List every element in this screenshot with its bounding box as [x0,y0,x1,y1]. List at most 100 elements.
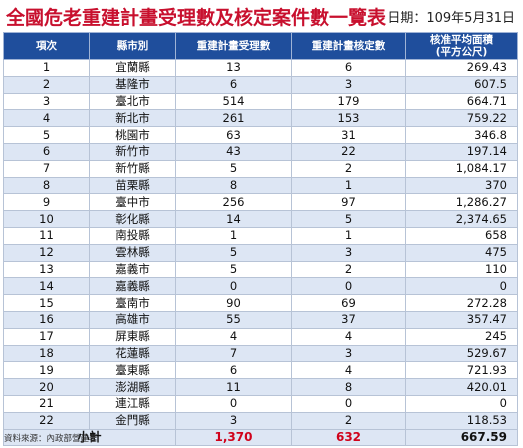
cell-approved: 2 [291,260,406,279]
cell-no: 6 [3,142,90,161]
cell-approved: 8 [291,378,406,396]
table-row: 3 臺北市 514 179 664.71 [3,92,518,111]
table-row: 16 高雄市 55 37 357.47 [3,310,518,329]
cell-approved: 0 [291,277,406,296]
cell-received: 261 [175,109,292,128]
column-header-received: 重建計畫受理數 [175,32,292,60]
column-header-no: 項次 [3,32,90,60]
cell-area: 475 [405,243,518,262]
cell-city: 臺中市 [89,193,176,212]
table-row: 18 花蓮縣 7 3 529.67 [3,344,518,363]
cell-no: 8 [3,176,90,195]
cell-city: 臺北市 [89,92,176,111]
cell-approved: 3 [291,344,406,363]
cell-area: 357.47 [405,310,518,329]
cell-received: 43 [175,142,292,161]
cell-city: 新北市 [89,109,176,128]
table-row: 8 苗栗縣 8 1 370 [3,176,518,195]
cell-received: 5 [175,243,292,262]
source-note: 資料來源：內政部營建署 [4,434,98,444]
cell-area: 0 [405,277,518,296]
cell-area: 269.43 [405,59,518,77]
cell-city: 苗栗縣 [89,176,176,195]
cell-received: 6 [175,361,292,380]
title-bar: 全國危老重建計畫受理數及核定案件數一覽表 日期：109年5月31日 [0,0,523,32]
cell-approved: 69 [291,294,406,312]
cell-area: 0 [405,394,518,413]
cell-city: 基隆市 [89,75,176,94]
cell-approved: 5 [291,210,406,228]
cell-no: 10 [3,210,90,228]
cell-approved: 3 [291,243,406,262]
cell-city: 新竹縣 [89,159,176,178]
cell-area: 759.22 [405,109,518,128]
cell-city: 桃園市 [89,126,176,144]
cell-city: 新竹市 [89,142,176,161]
total-received: 1,370 [175,428,292,446]
cell-approved: 31 [291,126,406,144]
cell-received: 5 [175,260,292,279]
table-row: 11 南投縣 1 1 658 [3,226,518,245]
cell-received: 90 [175,294,292,312]
cell-approved: 3 [291,75,406,94]
cell-area: 607.5 [405,75,518,94]
cell-city: 花蓮縣 [89,344,176,363]
table-row: 13 嘉義市 5 2 110 [3,260,518,279]
total-approved: 632 [291,428,406,446]
cell-received: 0 [175,394,292,413]
cell-no: 14 [3,277,90,296]
table-row: 21 連江縣 0 0 0 [3,394,518,413]
table-row: 2 基隆市 6 3 607.5 [3,75,518,94]
cell-area: 721.93 [405,361,518,380]
cell-no: 3 [3,92,90,111]
table-row: 17 屏東縣 4 4 245 [3,327,518,346]
cell-no: 1 [3,59,90,77]
cell-no: 2 [3,75,90,94]
cell-approved: 2 [291,159,406,178]
cell-no: 15 [3,294,90,312]
cell-received: 514 [175,92,292,111]
cell-approved: 2 [291,411,406,430]
cell-area: 1,084.17 [405,159,518,178]
table-body: 1 宜蘭縣 13 6 269.43 2 基隆市 6 3 607.5 3 臺北市 514 179 664.71… [3,59,518,446]
table-row: 6 新竹市 43 22 197.14 [3,142,518,161]
cell-city: 澎湖縣 [89,378,176,396]
cell-area: 118.53 [405,411,518,430]
cell-approved: 1 [291,176,406,195]
table-header-row: 項次 縣市別 重建計畫受理數 重建計畫核定數 核准平均面積 (平方公尺) [3,32,518,60]
cell-no: 16 [3,310,90,329]
column-header-approved: 重建計畫核定數 [291,32,406,60]
cell-city: 臺南市 [89,294,176,312]
table-row: 10 彰化縣 14 5 2,374.65 [3,210,518,228]
cell-area: 1,286.27 [405,193,518,212]
cell-area: 658 [405,226,518,245]
cell-received: 4 [175,327,292,346]
column-header-city: 縣市別 [89,32,176,60]
cell-received: 8 [175,176,292,195]
cell-no: 20 [3,378,90,396]
table-row: 7 新竹縣 5 2 1,084.17 [3,159,518,178]
cell-city: 嘉義縣 [89,277,176,296]
cell-city: 彰化縣 [89,210,176,228]
cell-city: 雲林縣 [89,243,176,262]
table-row: 19 臺東縣 6 4 721.93 [3,361,518,380]
cell-area: 245 [405,327,518,346]
cell-approved: 6 [291,59,406,77]
cell-approved: 1 [291,226,406,245]
table-row: 22 金門縣 3 2 118.53 [3,411,518,430]
cell-no: 11 [3,226,90,245]
table-row: 12 雲林縣 5 3 475 [3,243,518,262]
table-row: 20 澎湖縣 11 8 420.01 [3,378,518,396]
cell-area: 110 [405,260,518,279]
cell-received: 7 [175,344,292,363]
cell-no: 7 [3,159,90,178]
cell-city: 金門縣 [89,411,176,430]
table-row: 15 臺南市 90 69 272.28 [3,294,518,312]
date-label: 日期：109年5月31日 [387,11,515,26]
cell-received: 13 [175,59,292,77]
cell-city: 屏東縣 [89,327,176,346]
cell-received: 6 [175,75,292,94]
cell-no: 4 [3,109,90,128]
total-row: 小計 1,370 632 667.59 [3,428,518,446]
cell-approved: 4 [291,361,406,380]
